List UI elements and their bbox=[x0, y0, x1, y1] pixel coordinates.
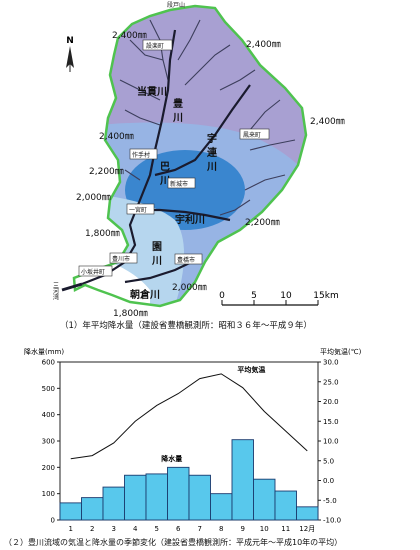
x-tick-label: 5 bbox=[155, 525, 159, 533]
isohyet-label: 2,400㎜ bbox=[99, 132, 134, 142]
climate-chart: 600500400300200100030.025.020.015.010.05… bbox=[24, 347, 362, 533]
river-label: 当貫川 bbox=[137, 85, 167, 98]
north-label: N bbox=[66, 36, 74, 46]
rain-bar bbox=[167, 466, 190, 521]
y-tick-label: 300 bbox=[42, 438, 55, 446]
scale-tick: 0 bbox=[219, 291, 225, 301]
isohyet-label: 2,200㎜ bbox=[245, 218, 280, 228]
river-label: 川 bbox=[206, 161, 217, 173]
river-label: 朝倉川 bbox=[130, 288, 160, 301]
rain-bar bbox=[81, 497, 104, 521]
precipitation-map: N 2,400㎜ 2,400㎜ 2,400㎜ 2,400㎜ 2,200㎜ 2,0… bbox=[52, 1, 345, 318]
river-label: 川 bbox=[159, 175, 170, 187]
river-label: 巴 bbox=[160, 161, 170, 173]
x-tick-label: 12月 bbox=[299, 525, 315, 533]
rain-bar bbox=[188, 474, 211, 521]
y2-tick-label: -10.0 bbox=[323, 517, 341, 525]
scale-tick: 15km bbox=[313, 291, 338, 301]
temperature-line bbox=[70, 373, 308, 460]
river-label: 宇 bbox=[207, 132, 217, 145]
place-label: 小坂井町 bbox=[81, 268, 105, 276]
isohyet-label: 1,800㎜ bbox=[85, 229, 120, 239]
river-label: 宇利川 bbox=[175, 213, 205, 226]
y2-tick-label: 25.0 bbox=[323, 378, 339, 386]
place-label: 新城市 bbox=[170, 180, 188, 188]
y-tick-label: 400 bbox=[42, 411, 55, 419]
x-tick-label: 4 bbox=[133, 525, 138, 533]
isohyet-label: 2,200㎜ bbox=[89, 167, 124, 177]
y2-tick-label: 30.0 bbox=[323, 359, 339, 367]
y-tick-label: 600 bbox=[42, 359, 55, 367]
scale-tick: 10 bbox=[280, 291, 292, 301]
place-label: 段戸山 bbox=[167, 1, 185, 9]
series-label-rain: 降水量 bbox=[161, 454, 182, 463]
rain-bar bbox=[145, 473, 168, 521]
scale-tick: 5 bbox=[251, 291, 257, 301]
river-label: 園 bbox=[152, 241, 162, 253]
river-label: 豊 bbox=[173, 97, 183, 110]
y2-tick-label: 0.0 bbox=[323, 477, 334, 485]
series-label-temp: 平均気温 bbox=[237, 365, 265, 374]
north-arrow-icon: N bbox=[66, 36, 74, 72]
rain-bar bbox=[124, 474, 147, 521]
isohyet-label: 2,400㎜ bbox=[112, 31, 147, 41]
rain-bar bbox=[210, 493, 233, 521]
x-tick-label: 6 bbox=[176, 525, 181, 533]
x-tick-label: 3 bbox=[112, 525, 116, 533]
basin-border bbox=[72, 4, 308, 308]
y2-tick-label: 5.0 bbox=[323, 457, 334, 465]
x-tick-label: 7 bbox=[198, 525, 202, 533]
y2-tick-label: -5.0 bbox=[323, 497, 337, 505]
place-label: 一宮町 bbox=[129, 206, 147, 214]
y-tick-label: 500 bbox=[42, 385, 55, 393]
y-axis-title: 降水量(mm) bbox=[24, 347, 64, 356]
isohyet-label: 2,000㎜ bbox=[172, 283, 207, 293]
y2-tick-label: 15.0 bbox=[323, 418, 339, 426]
chart-caption: （２）豊川流域の気温と降水量の季節変化（建設省豊橋観測所：平成元年～平成10年の… bbox=[4, 538, 343, 547]
place-label: 鳳来町 bbox=[243, 132, 261, 139]
scale-bar: 0 5 10 15km bbox=[219, 291, 339, 306]
y2-tick-label: 20.0 bbox=[323, 398, 339, 406]
ure-river bbox=[154, 84, 251, 177]
y2-axis-title: 平均気温(℃) bbox=[320, 347, 362, 356]
isohyet-label: 1,800㎜ bbox=[113, 309, 148, 318]
x-tick-label: 11 bbox=[281, 525, 290, 533]
rain-bar bbox=[231, 439, 254, 521]
x-tick-label: 1 bbox=[69, 525, 73, 533]
rain-bar bbox=[102, 486, 125, 521]
y-tick-label: 100 bbox=[42, 490, 55, 498]
isohyet-label: 2,400㎜ bbox=[310, 117, 345, 127]
place-label: 作手村 bbox=[132, 151, 150, 159]
x-tick-label: 8 bbox=[219, 525, 223, 533]
river-label: 川 bbox=[172, 112, 183, 124]
place-label: 設楽町 bbox=[146, 42, 164, 50]
isohyet-label: 2,000㎜ bbox=[76, 193, 111, 203]
rain-bar bbox=[59, 502, 82, 521]
x-tick-label: 2 bbox=[90, 525, 94, 533]
place-label: 豊橋市 bbox=[177, 256, 195, 264]
river-label: 連 bbox=[207, 146, 218, 159]
main-river bbox=[81, 29, 177, 286]
rain-bar bbox=[274, 490, 297, 521]
rain-bar bbox=[296, 506, 319, 521]
place-label: 豊川市 bbox=[112, 255, 130, 263]
rain-bar bbox=[253, 478, 276, 521]
map-caption: （1）年平均降水量（建設省豊橋観測所：昭和３６年～平成９年） bbox=[60, 321, 312, 331]
y-tick-label: 200 bbox=[42, 464, 55, 472]
place-label: 三河湾 bbox=[52, 282, 59, 301]
x-tick-label: 10 bbox=[260, 525, 269, 533]
y2-tick-label: 10.0 bbox=[323, 438, 339, 446]
y-tick-label: 0 bbox=[51, 517, 55, 525]
isohyet-label: 2,400㎜ bbox=[246, 40, 281, 50]
x-tick-label: 9 bbox=[241, 525, 245, 533]
river-label: 川 bbox=[151, 255, 162, 267]
river-mouth bbox=[61, 282, 83, 292]
